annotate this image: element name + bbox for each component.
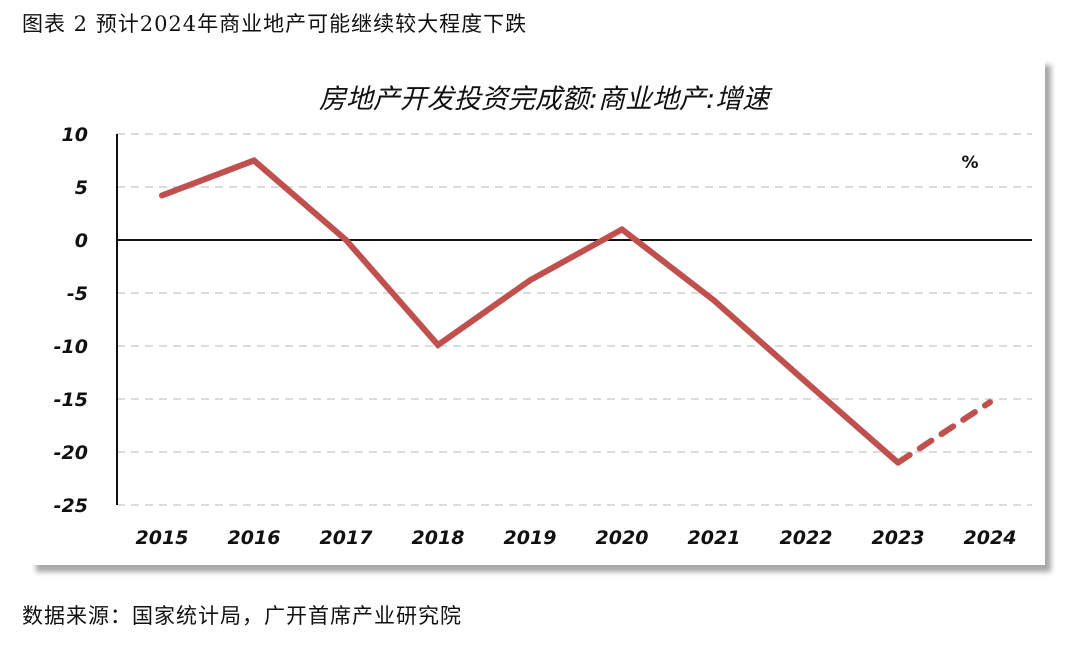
unit-label: % — [961, 153, 978, 173]
y-tick-label: 10 — [62, 124, 88, 146]
y-tick-label: -15 — [54, 389, 88, 411]
series-line-solid — [159, 157, 901, 466]
line-chart: 房地产开发投资完成额:商业地产:增速 10 5 0 -5 -10 -15 -20 -25 20… — [54, 84, 1032, 549]
x-tick-label: 2017 — [320, 527, 374, 549]
y-tick-label: -20 — [54, 442, 88, 464]
y-tick-label: -25 — [54, 495, 88, 517]
x-tick-label: 2016 — [228, 527, 281, 549]
y-tick-label: -5 — [67, 283, 88, 305]
chart-title: 房地产开发投资完成额:商业地产:增速 — [319, 84, 773, 115]
x-tick-label: 2023 — [872, 527, 925, 549]
x-tick-label: 2019 — [504, 527, 557, 549]
x-axis-ticks: 2015 2016 2017 2018 2019 2020 2021 2022 2023 2024 — [136, 527, 1017, 549]
figure-caption: 图表 2 预计2024年商业地产可能继续较大程度下跌 — [22, 12, 528, 36]
x-tick-label: 2021 — [688, 527, 741, 549]
y-tick-label: 5 — [75, 177, 88, 199]
y-tick-label: 0 — [75, 230, 88, 252]
source-note: 数据来源：国家统计局，广开首席产业研究院 — [22, 604, 462, 628]
y-tick-label: -10 — [54, 336, 88, 358]
x-tick-label: 2018 — [412, 527, 465, 549]
grid-lines — [117, 133, 1032, 506]
x-tick-label: 2015 — [136, 527, 189, 549]
chart-frame: 房地产开发投资完成额:商业地产:增速 10 5 0 -5 -10 -15 -20 -25 20… — [30, 58, 1045, 565]
x-tick-label: 2020 — [596, 527, 649, 549]
y-axis-ticks: 10 5 0 -5 -10 -15 -20 -25 — [54, 124, 88, 517]
x-tick-label: 2024 — [964, 527, 1017, 549]
x-tick-label: 2022 — [780, 527, 833, 549]
series-line-forecast-dashed — [895, 399, 993, 466]
